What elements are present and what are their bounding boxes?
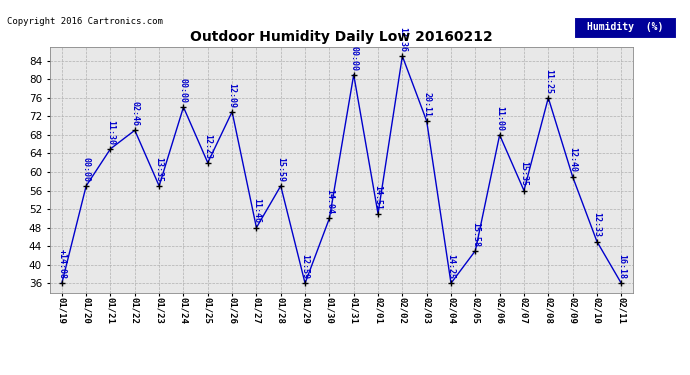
- Text: 00:00: 00:00: [349, 45, 358, 70]
- Text: 12:33: 12:33: [593, 212, 602, 237]
- Text: 11:30: 11:30: [106, 120, 115, 145]
- Text: 20:11: 20:11: [422, 92, 431, 117]
- Text: 12:09: 12:09: [228, 82, 237, 108]
- Text: 14:51: 14:51: [373, 184, 382, 210]
- Text: +14:08: +14:08: [57, 249, 66, 279]
- Text: 11:00: 11:00: [495, 106, 504, 131]
- Text: 11:46: 11:46: [252, 198, 261, 223]
- Text: 02:46: 02:46: [130, 101, 139, 126]
- Title: Outdoor Humidity Daily Low 20160212: Outdoor Humidity Daily Low 20160212: [190, 30, 493, 44]
- Text: 15:58: 15:58: [471, 222, 480, 247]
- Text: 11:25: 11:25: [544, 69, 553, 94]
- Text: 12:59: 12:59: [301, 254, 310, 279]
- Text: 00:00: 00:00: [81, 157, 90, 182]
- Text: Humidity  (%): Humidity (%): [587, 22, 663, 32]
- Text: 15:59: 15:59: [276, 157, 285, 182]
- Text: 14:25: 14:25: [446, 254, 455, 279]
- Text: 00:00: 00:00: [179, 78, 188, 103]
- Text: Copyright 2016 Cartronics.com: Copyright 2016 Cartronics.com: [7, 17, 163, 26]
- Text: 13:35: 13:35: [155, 157, 164, 182]
- Text: 12:36: 12:36: [398, 27, 407, 52]
- Text: 12:23: 12:23: [204, 134, 213, 159]
- Text: 12:40: 12:40: [568, 147, 577, 172]
- Text: 14:04: 14:04: [325, 189, 334, 214]
- Text: 15:35: 15:35: [520, 161, 529, 186]
- Text: 16:18: 16:18: [617, 254, 626, 279]
